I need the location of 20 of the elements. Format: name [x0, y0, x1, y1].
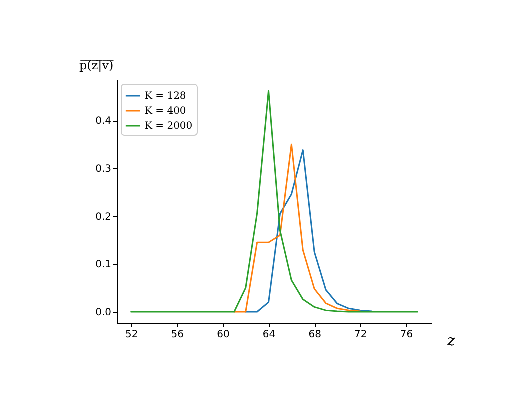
x-tick-label: 72: [354, 330, 368, 340]
y-axis-title: p̅(̅z̅|̅v̅)̅: [80, 58, 114, 72]
x-tick-label: 64: [262, 330, 276, 340]
line-series: [245, 150, 373, 313]
y-tick-label: 0.3: [96, 164, 112, 175]
line-series: [234, 144, 362, 313]
y-tick-label: 0.2: [96, 212, 112, 223]
x-tick-label: 60: [217, 330, 230, 340]
legend-label: K = 400: [145, 106, 186, 117]
y-tick-label: 0.4: [96, 116, 112, 128]
x-tick-label: 56: [171, 330, 184, 340]
x-axis-title: z: [446, 332, 456, 350]
x-tick-label: 52: [125, 330, 138, 340]
line-series: [130, 90, 418, 313]
legend-label: K = 128: [145, 91, 186, 102]
legend-label: K = 2000: [145, 121, 193, 132]
x-tick-label: 68: [308, 330, 322, 340]
y-tick-label: 0.1: [96, 260, 112, 271]
x-tick-label: 76: [400, 330, 414, 340]
y-tick-label: 0.0: [96, 308, 112, 318]
